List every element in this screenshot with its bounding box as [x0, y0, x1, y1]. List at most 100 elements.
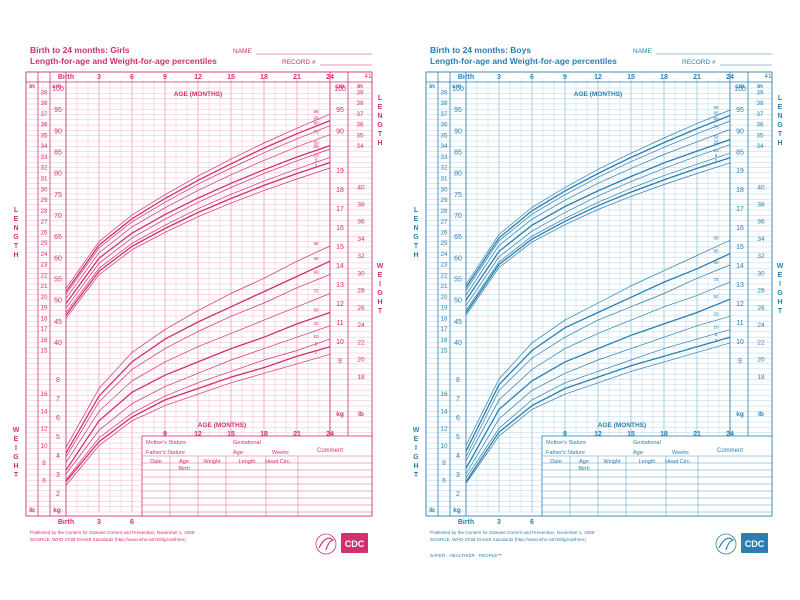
length-in-tick: 16	[41, 337, 48, 344]
length-in-tick: 29	[441, 197, 448, 204]
length-curve-p25	[465, 144, 731, 306]
length-axis-letter-left: G	[13, 234, 19, 241]
unit-lb-right: lb	[758, 411, 764, 418]
length-cm-tick: 55	[454, 277, 462, 284]
x-tick-mid: 24	[326, 431, 334, 438]
weight-lb-tick-left: 16	[440, 391, 448, 398]
weight-lb-tick-right: 20	[357, 357, 365, 364]
weight-curve-label-75: 75	[713, 277, 719, 282]
length-curve-p90	[465, 120, 731, 291]
weight-curve-p50	[65, 311, 331, 471]
weight-curve-label-90: 90	[313, 270, 319, 275]
record-table-header: Date	[150, 459, 162, 465]
weight-kg-tick-right: 19	[736, 168, 744, 175]
unit-lb-right: lb	[358, 411, 364, 418]
weight-kg-tick-right: 14	[336, 263, 344, 270]
record-label: RECORD #	[682, 59, 716, 66]
record-table-header: Length	[639, 459, 656, 465]
weight-axis-letter-left: G	[413, 454, 419, 461]
length-curve-p95	[65, 119, 331, 292]
length-cm-tick: 95	[454, 107, 462, 114]
weight-kg-tick-right: 12	[736, 301, 744, 308]
gestational-label: Gestational	[233, 440, 261, 446]
length-cm-tick: 65	[454, 234, 462, 241]
right-length-in-tick: 37	[757, 111, 764, 118]
record-table-header: Age	[579, 459, 589, 465]
unit-in: in	[429, 83, 435, 90]
x-tick-top: 15	[627, 74, 635, 81]
x-tick-mid: 12	[594, 431, 602, 438]
x-tick-mid: 18	[260, 431, 268, 438]
weight-kg-tick-left: 7	[456, 396, 460, 403]
weight-axis-letter-left: I	[15, 445, 17, 452]
weight-axis-letter-left: W	[413, 427, 420, 434]
gestational-age-label: Age:	[633, 450, 645, 456]
unit-kg-right: kg	[336, 411, 344, 418]
length-curve-label-90: 90	[313, 121, 319, 126]
weight-axis-letter-left: T	[14, 472, 19, 479]
weight-curve-p2	[465, 342, 731, 484]
weight-lb-tick-left: 12	[440, 426, 448, 433]
x-tick-top: 18	[660, 74, 668, 81]
length-curve-p50	[65, 144, 331, 304]
length-in-tick: 23	[441, 262, 448, 269]
length-in-tick: 28	[441, 208, 448, 215]
length-curve-label-10: 10	[313, 152, 319, 157]
name-label: NAME	[633, 48, 652, 55]
footer-source: SOURCE: WHO Child Growth Standards (http…	[430, 537, 586, 542]
length-in-tick: 23	[41, 262, 48, 269]
weight-kg-tick-right: 11	[336, 320, 343, 327]
length-curve-p2	[65, 167, 331, 319]
length-in-tick: 32	[441, 165, 448, 172]
x-tick-top: 12	[194, 74, 202, 81]
length-in-tick: 25	[441, 240, 448, 247]
length-in-tick: 37	[441, 111, 448, 118]
x-tick-bottom: Birth	[58, 519, 74, 526]
length-axis-letter-right: T	[778, 131, 783, 138]
weight-kg-tick-left: 2	[56, 491, 60, 498]
length-in-tick: 18	[441, 315, 448, 322]
weight-axis-letter-left: G	[13, 454, 19, 461]
length-curve-label-95: 95	[713, 111, 719, 116]
weight-axis-letter-right: G	[777, 290, 783, 297]
right-length-cm-tick: 95	[336, 107, 344, 114]
x-tick-mid: 9	[563, 431, 567, 438]
weight-axis-letter-right: T	[778, 308, 783, 315]
weight-axis-letter-right: W	[377, 263, 384, 270]
length-axis-letter-left: T	[14, 243, 19, 250]
hhs-eagle-icon	[318, 537, 335, 551]
length-in-tick: 20	[441, 294, 448, 301]
length-curve-label-90: 90	[713, 116, 719, 121]
length-curve-label-75: 75	[313, 130, 319, 135]
length-axis-letter-right: T	[378, 131, 383, 138]
length-axis-letter-left: H	[413, 252, 418, 259]
mother-stature-label: Mother's Stature	[546, 440, 586, 446]
mother-stature-label: Mother's Stature	[146, 440, 186, 446]
weight-lb-tick-right: 28	[357, 288, 365, 295]
length-curve-p10	[65, 157, 331, 313]
x-tick-top: 12	[594, 74, 602, 81]
record-table-box	[541, 435, 773, 517]
weight-curve-p90	[465, 264, 731, 458]
weight-lb-tick-right: 24	[357, 322, 365, 329]
x-tick-top: 3	[97, 74, 101, 81]
weight-curve-p5	[465, 336, 731, 482]
weight-kg-tick-right: 19	[336, 168, 344, 175]
length-curve-p10	[465, 152, 731, 311]
birth-row-label: Birth	[578, 466, 589, 472]
weight-curve-p10	[65, 338, 331, 480]
length-curve-p25	[65, 148, 331, 309]
length-in-tick: 24	[441, 251, 448, 258]
unit-cm-right: cm	[335, 83, 345, 90]
weight-curve-p75	[465, 281, 731, 461]
x-tick-top: Birth	[458, 74, 474, 81]
unit-in: in	[29, 83, 35, 90]
weight-kg-tick-right: 12	[336, 301, 344, 308]
unit-kg-left: kg	[53, 507, 61, 514]
length-in-tick: 38	[441, 100, 448, 107]
length-in-tick: 19	[41, 305, 48, 312]
weight-lb-tick-right: 26	[757, 305, 765, 312]
weight-lb-tick-right: 36	[757, 219, 765, 226]
weight-kg-tick-right: 18	[736, 187, 744, 194]
weight-kg-tick-right: 11	[736, 320, 743, 327]
